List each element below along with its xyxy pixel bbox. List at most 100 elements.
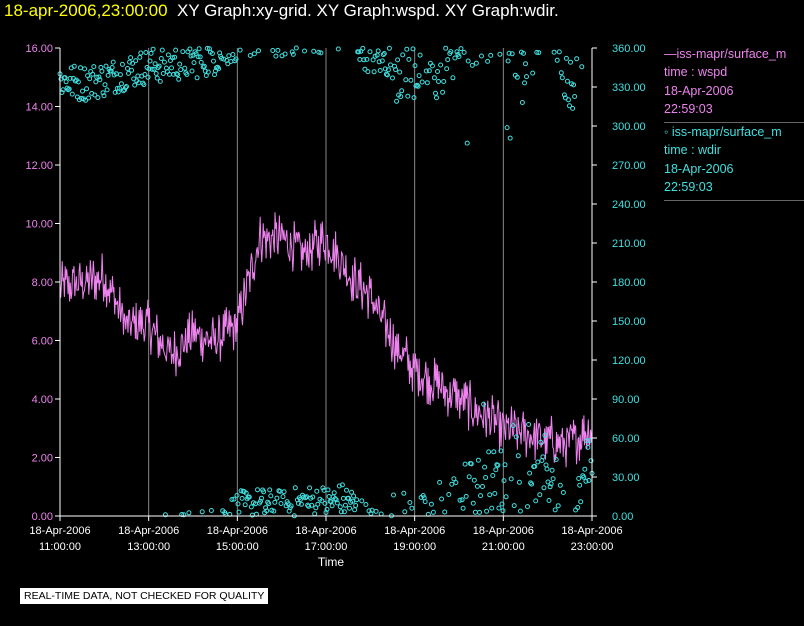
wdir-point <box>500 508 506 514</box>
wdir-point <box>527 470 533 476</box>
wdir-point <box>526 422 532 427</box>
wdir-point <box>442 509 448 515</box>
wdir-point <box>386 45 392 51</box>
wdir-point <box>274 495 280 501</box>
wdir-point <box>429 63 435 69</box>
wdir-point <box>401 490 407 496</box>
wdir-point <box>94 74 100 80</box>
right-tick-label: 150.00 <box>612 316 646 328</box>
wdir-point <box>314 488 320 494</box>
wdir-point <box>102 82 108 88</box>
wdir-point <box>129 67 135 73</box>
wdir-point <box>275 47 281 53</box>
wdir-point <box>326 494 332 499</box>
wdir-point <box>309 502 315 508</box>
wdir-point <box>105 72 111 78</box>
wdir-point <box>202 68 208 74</box>
wdir-point <box>319 498 325 504</box>
wdir-point <box>426 68 432 74</box>
wdir-point <box>461 49 467 55</box>
wdir-point <box>370 57 376 63</box>
wdir-point <box>357 57 363 62</box>
wdir-point <box>158 56 164 61</box>
wdir-point <box>388 62 393 68</box>
wdir-point <box>173 47 179 53</box>
wdir-point <box>560 490 566 495</box>
wdir-point <box>588 458 594 464</box>
wdir-point <box>438 62 444 68</box>
left-tick-label: 14.00 <box>25 102 53 114</box>
wdir-point <box>82 66 88 72</box>
wdir-point <box>303 495 308 501</box>
wdir-point <box>201 63 207 69</box>
wdir-point <box>346 495 351 501</box>
wdir-point <box>196 46 202 52</box>
wdir-point <box>273 53 279 59</box>
wdir-point <box>574 56 580 62</box>
wdir-point <box>208 508 214 513</box>
wdir-point <box>509 51 515 57</box>
wdir-point <box>510 423 516 429</box>
wdir-point <box>97 77 103 83</box>
wdir-point <box>530 70 536 76</box>
wdir-point <box>490 473 496 478</box>
wdir-point <box>459 497 465 503</box>
wdir-point <box>558 70 564 76</box>
wdir-point <box>554 57 560 63</box>
wdir-point <box>259 495 264 501</box>
wdir-point <box>408 77 414 83</box>
wdir-point <box>529 481 535 487</box>
x-tick-time: 13:00:00 <box>127 541 170 553</box>
wdir-point <box>161 59 167 65</box>
wdir-point <box>463 493 469 499</box>
wdir-point <box>282 51 288 57</box>
wdir-point <box>519 100 525 105</box>
wdir-point <box>373 508 379 514</box>
wdir-point <box>323 510 329 515</box>
wdir-point <box>465 58 471 64</box>
grid-lines <box>148 48 504 516</box>
wdir-point <box>563 55 569 61</box>
wdir-series <box>57 45 595 519</box>
wspd-line <box>59 212 593 468</box>
wdir-point <box>414 82 420 88</box>
wdir-point <box>261 489 267 495</box>
wdir-point <box>547 484 553 490</box>
wdir-point <box>281 489 287 495</box>
wdir-point <box>582 466 588 472</box>
wdir-point <box>98 64 104 70</box>
wdir-point <box>230 52 236 57</box>
wdir-point <box>391 492 396 498</box>
wdir-point <box>543 462 549 468</box>
wdir-point <box>498 448 504 454</box>
wdir-point <box>165 52 171 58</box>
wdir-point <box>234 492 240 498</box>
wdir-point <box>182 65 188 71</box>
wdir-point <box>353 503 359 508</box>
legend-series1-time: 22:59:03 <box>664 101 713 116</box>
wdir-point <box>80 88 85 94</box>
wdir-point <box>142 72 148 77</box>
wdir-point <box>405 93 411 99</box>
right-tick-label: 360.00 <box>612 43 646 55</box>
wdir-point <box>175 72 181 78</box>
wdir-point <box>336 483 342 489</box>
wdir-point <box>266 501 272 507</box>
wdir-point <box>415 83 421 89</box>
wdir-point <box>67 75 73 81</box>
wdir-point <box>112 89 118 95</box>
wdir-point <box>258 498 263 504</box>
wdir-point <box>72 78 78 84</box>
wdir-point <box>585 444 591 450</box>
wdir-point <box>119 61 125 67</box>
wdir-point <box>458 46 464 52</box>
wdir-point <box>566 97 571 103</box>
wdir-point <box>383 71 389 77</box>
wdir-point <box>315 501 321 507</box>
wdir-point <box>452 55 458 61</box>
wdir-point <box>128 55 134 61</box>
right-tick-label: 180.00 <box>612 277 646 289</box>
wdir-point <box>559 75 565 81</box>
wdir-point <box>149 66 155 72</box>
wdir-point <box>302 48 307 54</box>
